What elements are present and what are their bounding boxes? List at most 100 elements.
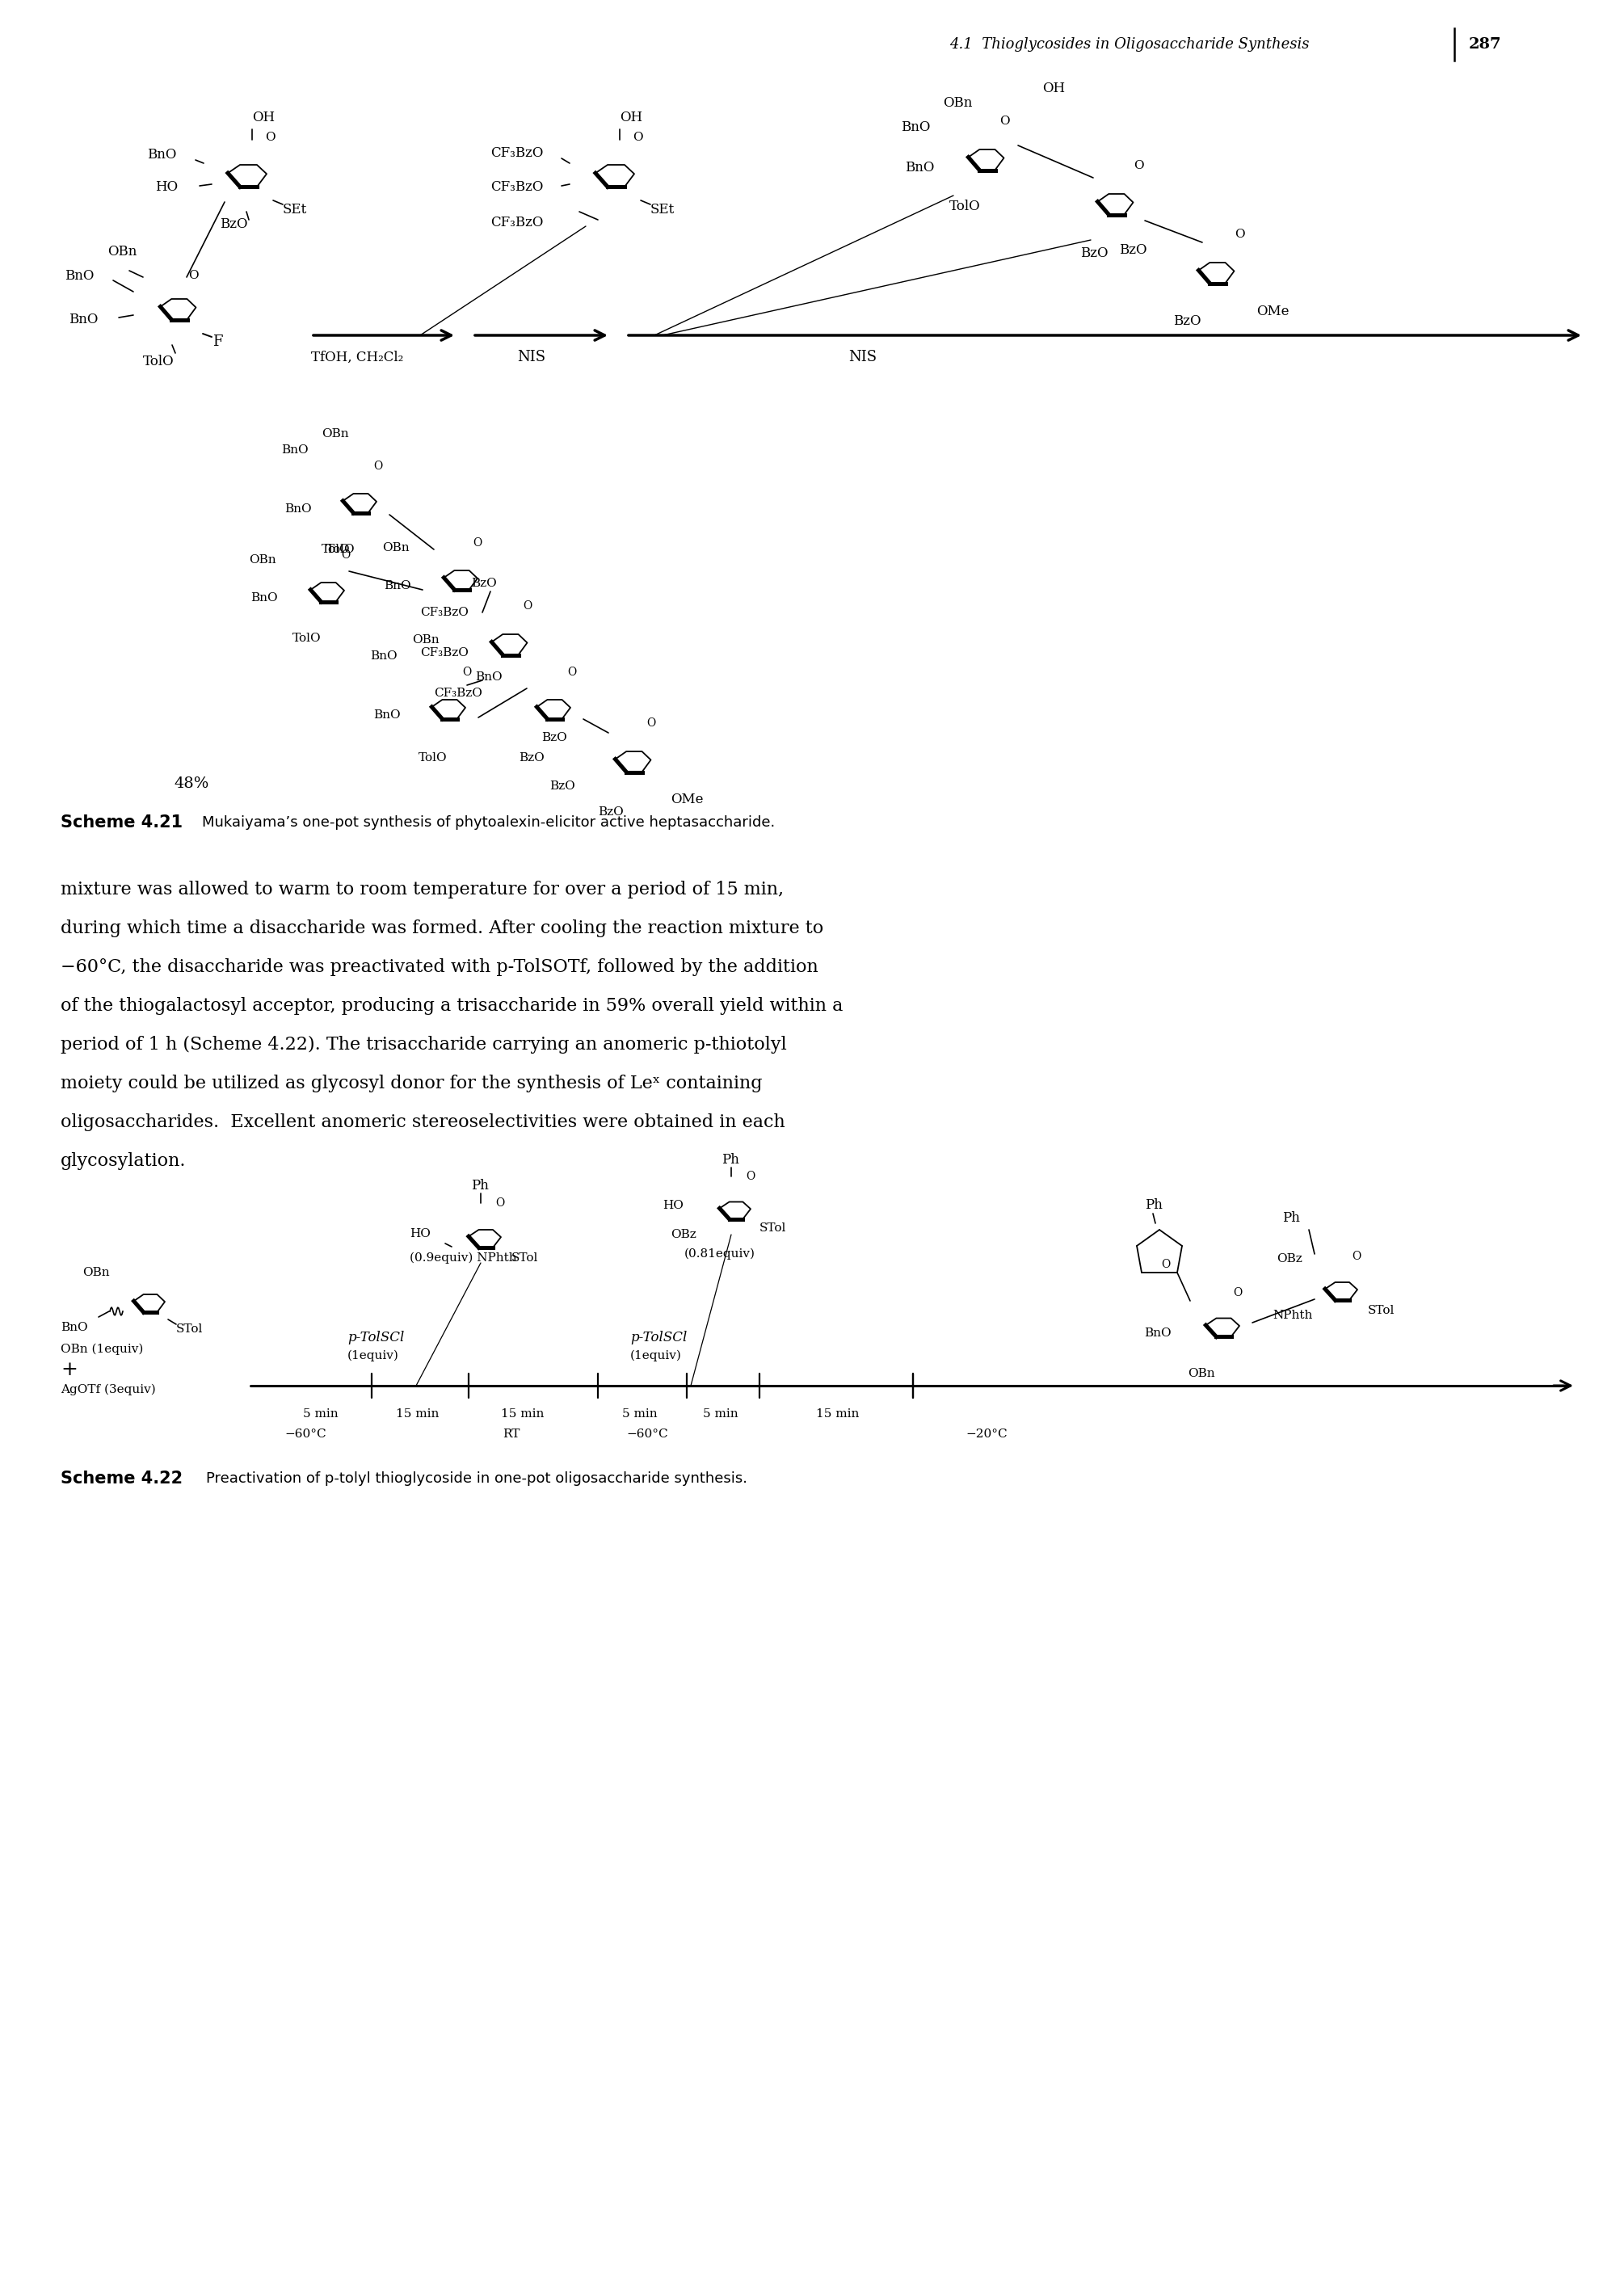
Text: BzO: BzO: [219, 217, 247, 231]
Text: (0.81equiv): (0.81equiv): [684, 1248, 755, 1259]
Text: −60°C: −60°C: [284, 1428, 326, 1440]
Text: OBn: OBn: [83, 1266, 109, 1277]
Text: OBn: OBn: [944, 96, 973, 110]
Text: Ph: Ph: [1283, 1211, 1299, 1225]
Text: O: O: [1351, 1250, 1361, 1261]
Text: BzO: BzO: [541, 732, 567, 744]
Text: OH: OH: [620, 110, 643, 124]
Text: OBn: OBn: [248, 554, 276, 565]
Text: BzO: BzO: [598, 806, 624, 817]
Text: BnO: BnO: [284, 504, 312, 515]
Text: OMe: OMe: [671, 792, 703, 806]
Text: CF₃BzO: CF₃BzO: [421, 607, 468, 618]
Text: SEt: SEt: [650, 204, 676, 217]
Text: Ph: Ph: [721, 1154, 739, 1167]
Text: O: O: [265, 133, 274, 142]
Text: BnO: BnO: [383, 579, 411, 591]
Text: OBn: OBn: [382, 542, 409, 554]
Text: −60°C, the disaccharide was preactivated with p-TolSOTf, followed by the additio: −60°C, the disaccharide was preactivated…: [60, 959, 818, 975]
Text: 4.1  Thioglycosides in Oligosaccharide Synthesis: 4.1 Thioglycosides in Oligosaccharide Sy…: [950, 37, 1309, 53]
Text: BzO: BzO: [1119, 243, 1147, 256]
Text: moiety could be utilized as glycosyl donor for the synthesis of Leˣ containing: moiety could be utilized as glycosyl don…: [60, 1074, 762, 1092]
Text: BnO: BnO: [60, 1321, 88, 1332]
Text: −60°C: −60°C: [627, 1428, 667, 1440]
Text: STol: STol: [175, 1323, 203, 1334]
Text: OBn (1equiv): OBn (1equiv): [60, 1344, 143, 1355]
Text: TolO: TolO: [322, 545, 351, 554]
Text: 5 min: 5 min: [304, 1408, 338, 1419]
Text: BnO: BnO: [374, 710, 401, 721]
Text: CF₃BzO: CF₃BzO: [490, 215, 544, 229]
Text: O: O: [567, 666, 577, 678]
Text: O: O: [1161, 1259, 1171, 1270]
Text: O: O: [523, 600, 531, 611]
Text: OMe: OMe: [1257, 304, 1289, 318]
Text: OBn: OBn: [322, 428, 349, 439]
Text: p-TolSCl: p-TolSCl: [630, 1330, 687, 1344]
Text: TolO: TolO: [419, 753, 447, 765]
Text: O: O: [341, 549, 351, 561]
Text: STol: STol: [512, 1252, 539, 1264]
Text: O: O: [374, 460, 382, 472]
Text: CF₃BzO: CF₃BzO: [434, 687, 482, 698]
Text: (0.9equiv) NPhth: (0.9equiv) NPhth: [409, 1252, 516, 1264]
Text: −20°C: −20°C: [966, 1428, 1007, 1440]
Text: SEt: SEt: [283, 204, 307, 217]
Text: Mukaiyama’s one-pot synthesis of phytoalexin-elicitor active heptasaccharide.: Mukaiyama’s one-pot synthesis of phytoal…: [201, 815, 775, 831]
Text: O: O: [495, 1197, 505, 1209]
Text: CF₃BzO: CF₃BzO: [421, 648, 468, 659]
Text: CF₃BzO: CF₃BzO: [490, 181, 544, 195]
Text: O: O: [646, 716, 656, 728]
Text: BnO: BnO: [905, 160, 934, 174]
Text: 15 min: 15 min: [815, 1408, 859, 1419]
Text: TolO: TolO: [950, 199, 981, 213]
Text: TolO: TolO: [326, 545, 356, 554]
Text: oligosaccharides.  Excellent anomeric stereoselectivities were obtained in each: oligosaccharides. Excellent anomeric ste…: [60, 1112, 784, 1131]
Text: TfOH, CH₂Cl₂: TfOH, CH₂Cl₂: [312, 350, 403, 364]
Text: 5 min: 5 min: [622, 1408, 658, 1419]
Text: O: O: [188, 270, 198, 282]
Text: O: O: [999, 114, 1010, 126]
Text: HO: HO: [409, 1229, 430, 1238]
Text: O: O: [1134, 160, 1143, 172]
Text: O: O: [633, 133, 643, 142]
Text: BnO: BnO: [68, 311, 97, 325]
Text: BnO: BnO: [148, 149, 177, 163]
Text: TolO: TolO: [292, 632, 322, 643]
Text: HO: HO: [663, 1199, 684, 1211]
Text: TolO: TolO: [143, 355, 174, 369]
Text: NIS: NIS: [516, 350, 546, 364]
Text: BnO: BnO: [476, 671, 502, 682]
Text: RT: RT: [502, 1428, 520, 1440]
Text: Ph: Ph: [471, 1179, 489, 1193]
Text: HO: HO: [156, 181, 179, 195]
Text: BzO: BzO: [471, 577, 497, 588]
Text: BnO: BnO: [250, 593, 278, 604]
Text: BzO: BzO: [518, 753, 544, 765]
Text: p-TolSCl: p-TolSCl: [348, 1330, 404, 1344]
Text: NPhth: NPhth: [1273, 1309, 1312, 1321]
Text: BnO: BnO: [65, 270, 94, 284]
Text: BnO: BnO: [901, 121, 931, 135]
Text: 15 min: 15 min: [396, 1408, 438, 1419]
Text: BnO: BnO: [370, 650, 398, 662]
Text: OH: OH: [1043, 82, 1065, 96]
Text: O: O: [745, 1170, 755, 1181]
Text: 48%: 48%: [174, 776, 209, 792]
Text: Ph: Ph: [1145, 1199, 1163, 1213]
Text: OH: OH: [252, 110, 274, 124]
Text: (1equiv): (1equiv): [348, 1351, 400, 1362]
Text: during which time a disaccharide was formed. After cooling the reaction mixture : during which time a disaccharide was for…: [60, 920, 823, 936]
Text: mixture was allowed to warm to room temperature for over a period of 15 min,: mixture was allowed to warm to room temp…: [60, 881, 784, 900]
Text: 15 min: 15 min: [500, 1408, 544, 1419]
Text: OBn: OBn: [1187, 1369, 1215, 1380]
Text: O: O: [463, 666, 471, 678]
Text: OBz: OBz: [671, 1229, 697, 1241]
Text: glycosylation.: glycosylation.: [60, 1151, 187, 1170]
Text: Preactivation of p-tolyl thioglycoside in one-pot oligosaccharide synthesis.: Preactivation of p-tolyl thioglycoside i…: [206, 1472, 747, 1486]
Text: Scheme 4.22: Scheme 4.22: [60, 1470, 182, 1486]
Text: BnO: BnO: [1143, 1328, 1171, 1339]
Text: OBn: OBn: [412, 634, 438, 645]
Text: OBz: OBz: [1276, 1252, 1302, 1264]
Text: BzO: BzO: [1080, 245, 1108, 259]
